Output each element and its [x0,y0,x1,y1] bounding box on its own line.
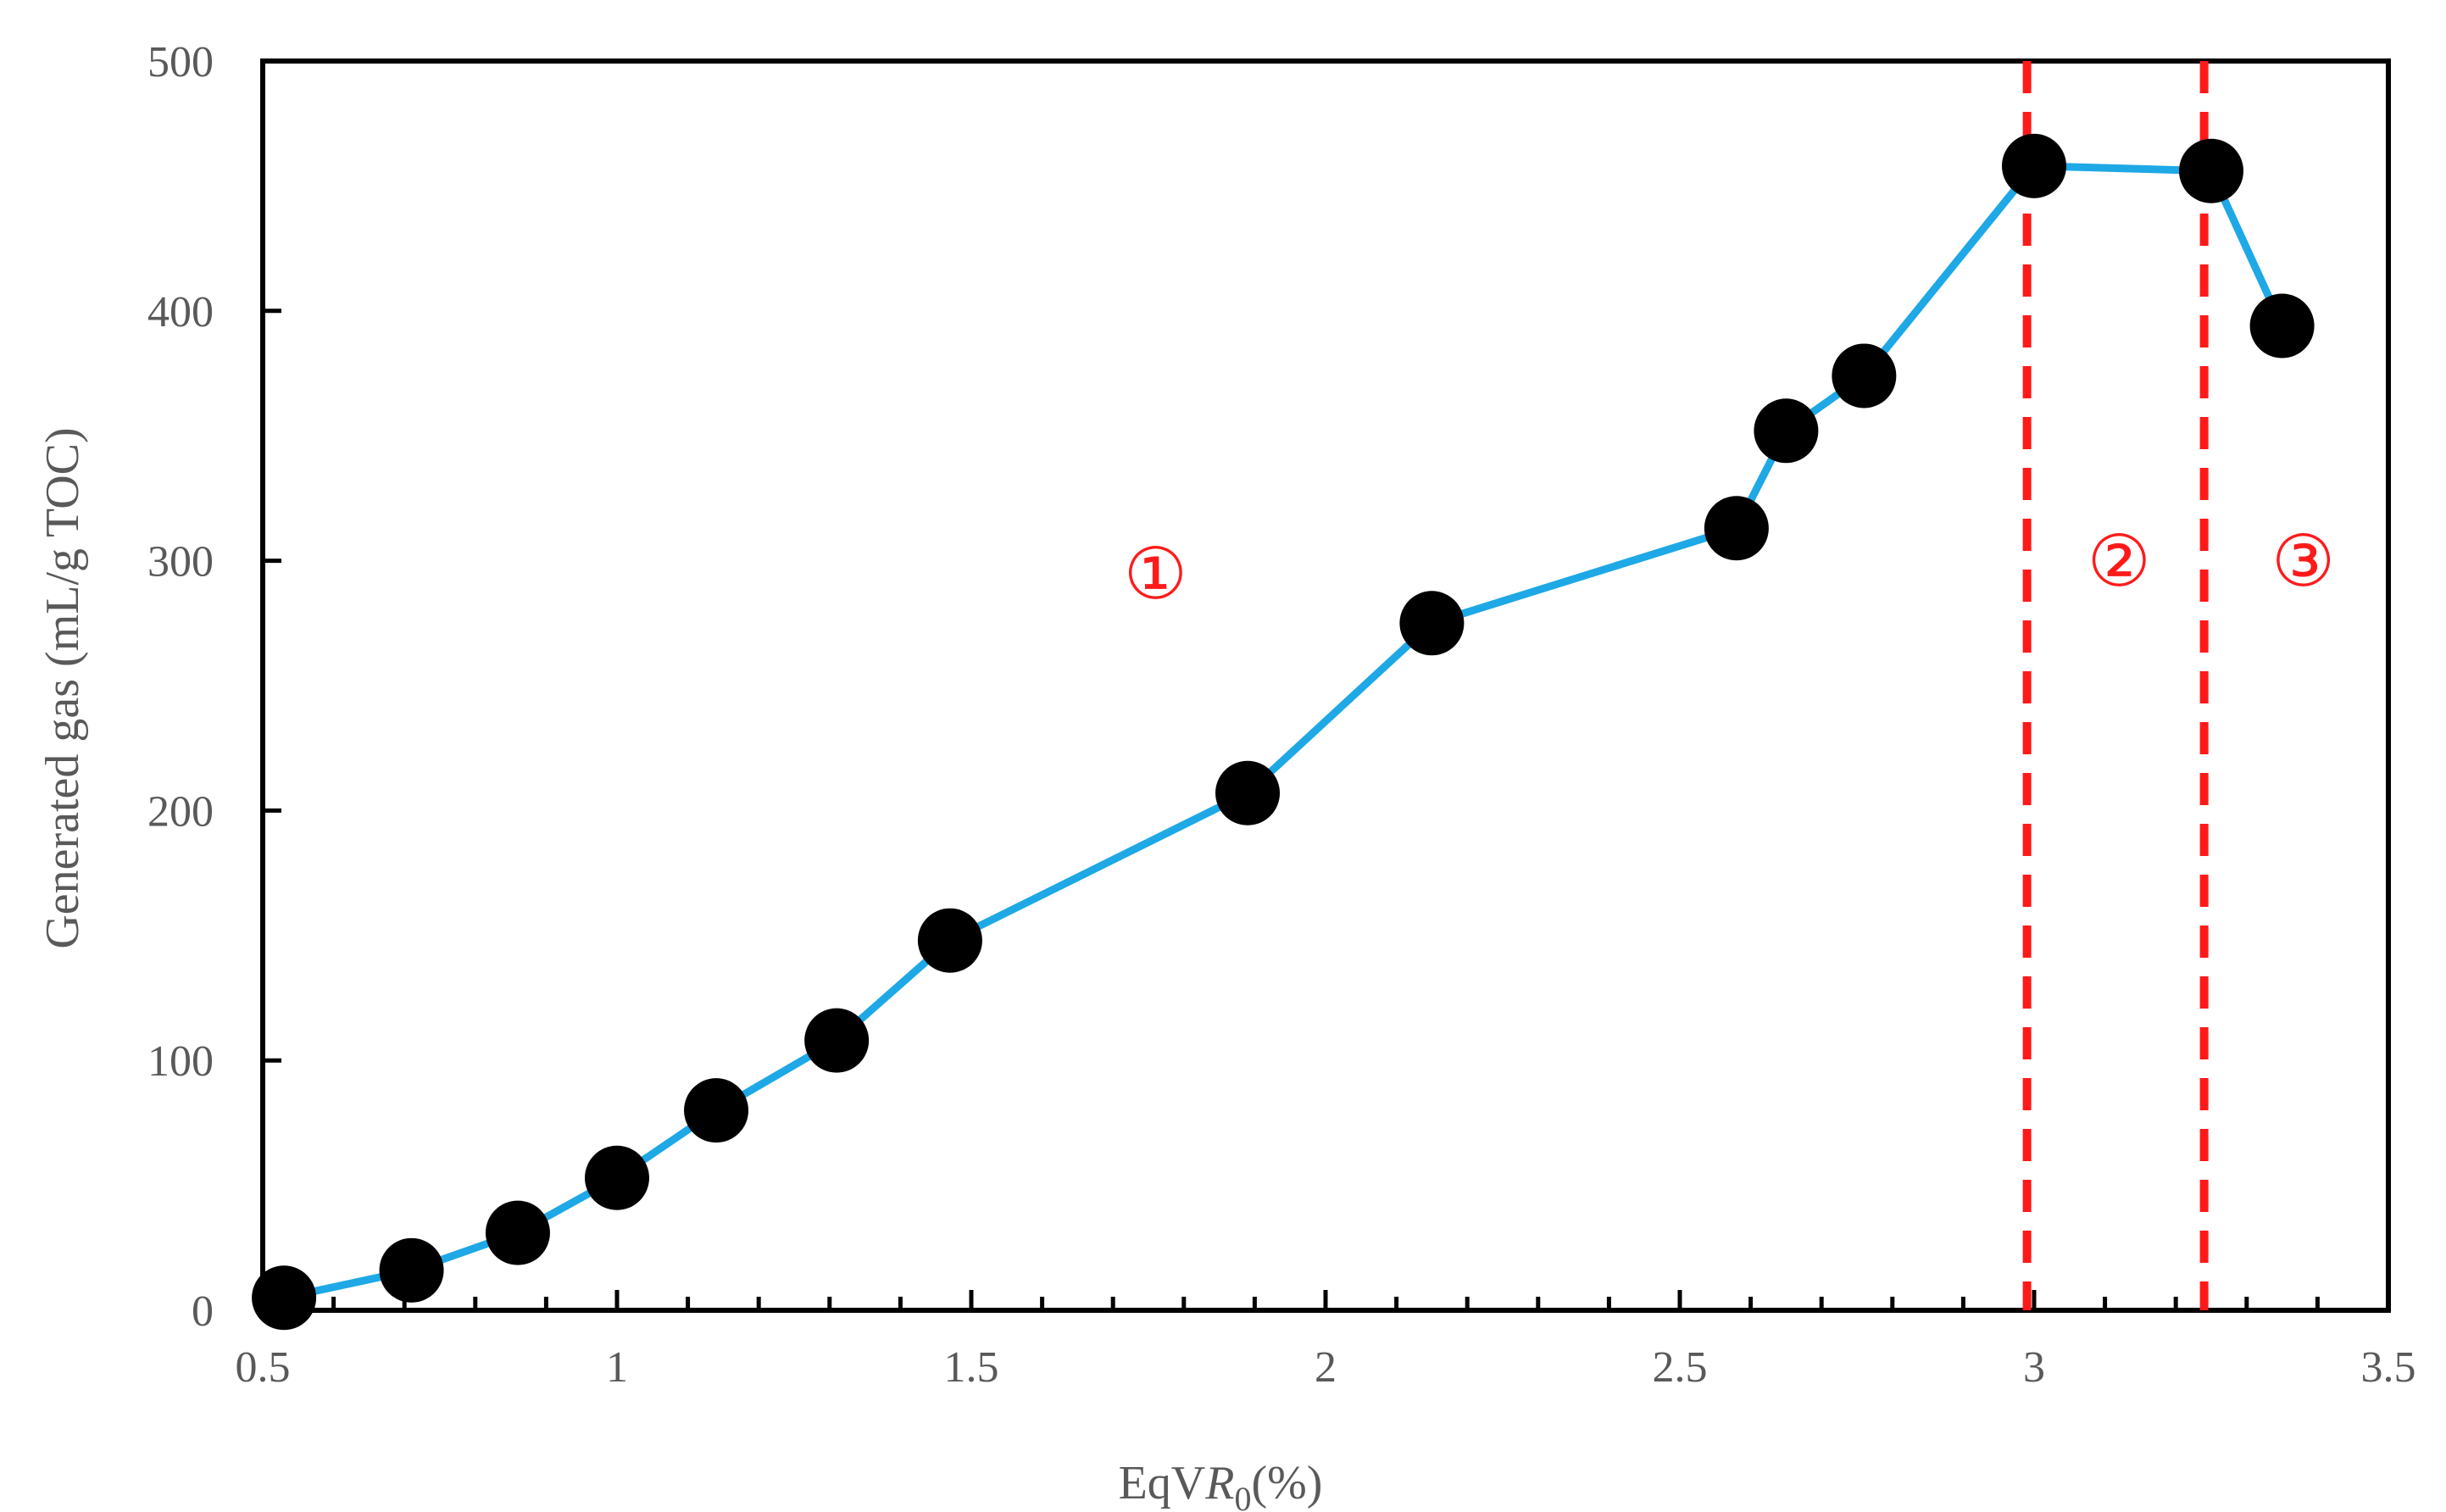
series-lines [283,162,2286,1302]
y-tick-label: 100 [147,1037,214,1086]
x-tick-label: 3 [2023,1343,2045,1392]
x-axis-title-subscript: 0 [1234,1480,1251,1512]
x-axis-title-unit: (%) [1251,1457,1322,1509]
series-line [283,162,2286,1302]
data-point [1704,496,1769,561]
x-tick-label: 2 [1315,1343,1337,1392]
data-point [1754,398,1819,464]
x-tick-label: 1 [606,1343,628,1392]
series-points [252,133,2315,1331]
data-point [485,1200,550,1265]
x-axis-title-symbol: R [1204,1457,1234,1509]
zone-annotations: ① ② ③ [1124,523,2336,614]
data-point [2179,138,2243,203]
zone-label: ① [1124,536,1187,614]
data-point [379,1237,444,1303]
x-tick-label: 2.5 [1653,1343,1708,1392]
y-tick-label: 0 [192,1287,214,1336]
x-tick-label: 3.5 [2361,1343,2416,1392]
data-point [1832,343,1897,409]
x-tick-label: 0.5 [236,1343,291,1392]
y-tick-label: 200 [147,787,214,836]
data-point [2249,293,2315,359]
plot-area [260,58,2391,1313]
zone-label: ② [2087,523,2151,602]
y-axis-title: Generated gas (mL/g TOC) [36,427,89,948]
y-tick-label: 500 [147,38,214,86]
x-tick-label: 1.5 [944,1343,999,1392]
x-axis: 0.5 1 1.5 2 2.5 3 3.5 [236,1290,2416,1392]
plot-border [260,58,2391,1313]
data-point [684,1078,749,1143]
y-tick-label: 400 [147,288,214,336]
x-axis-title: EqVR0(%) [1119,1457,1323,1512]
y-tick-label: 300 [147,538,214,586]
data-point [252,1265,317,1331]
data-point [1399,591,1465,656]
data-point [585,1145,649,1210]
zone-label: ③ [2271,523,2335,602]
data-point [917,908,982,973]
data-point [1215,760,1281,825]
data-point [804,1008,870,1073]
x-axis-title-prefix: EqV [1119,1457,1206,1509]
y-axis: 0 100 200 300 400 500 [147,38,281,1336]
zone-dividers [2022,61,2209,1310]
data-point [2002,133,2066,198]
